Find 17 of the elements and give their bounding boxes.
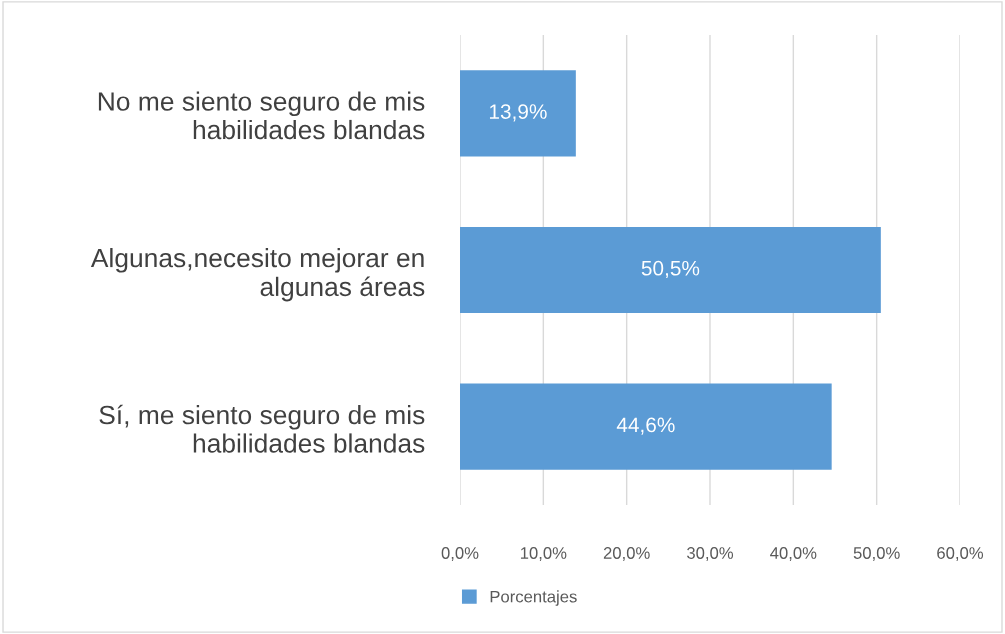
y-tick-label: Sí, me siento seguro de mis habilidades blandas — [99, 404, 425, 453]
data-label: 50,5% — [641, 260, 700, 279]
data-label: 44,6% — [616, 417, 675, 435]
bar — [460, 70, 576, 157]
x-tick-label: 0,0% — [441, 547, 479, 561]
x-tick-label: 10,0% — [520, 547, 567, 561]
x-tick-label: 60,0% — [937, 547, 984, 561]
legend-label: Porcentajes — [490, 590, 577, 606]
bar — [460, 226, 881, 314]
data-label: 13,9% — [489, 104, 547, 122]
x-tick-label: 30,0% — [687, 547, 734, 561]
bar — [460, 383, 832, 470]
x-tick-label: 40,0% — [770, 547, 817, 561]
x-tick-label: 20,0% — [603, 547, 650, 561]
y-tick-label: No me siento seguro de mis habilidades blandas — [98, 91, 425, 140]
y-tick-label: Algunas,necesito mejorar en algunas áreas — [90, 247, 425, 302]
x-tick-label: 50,0% — [853, 547, 900, 561]
